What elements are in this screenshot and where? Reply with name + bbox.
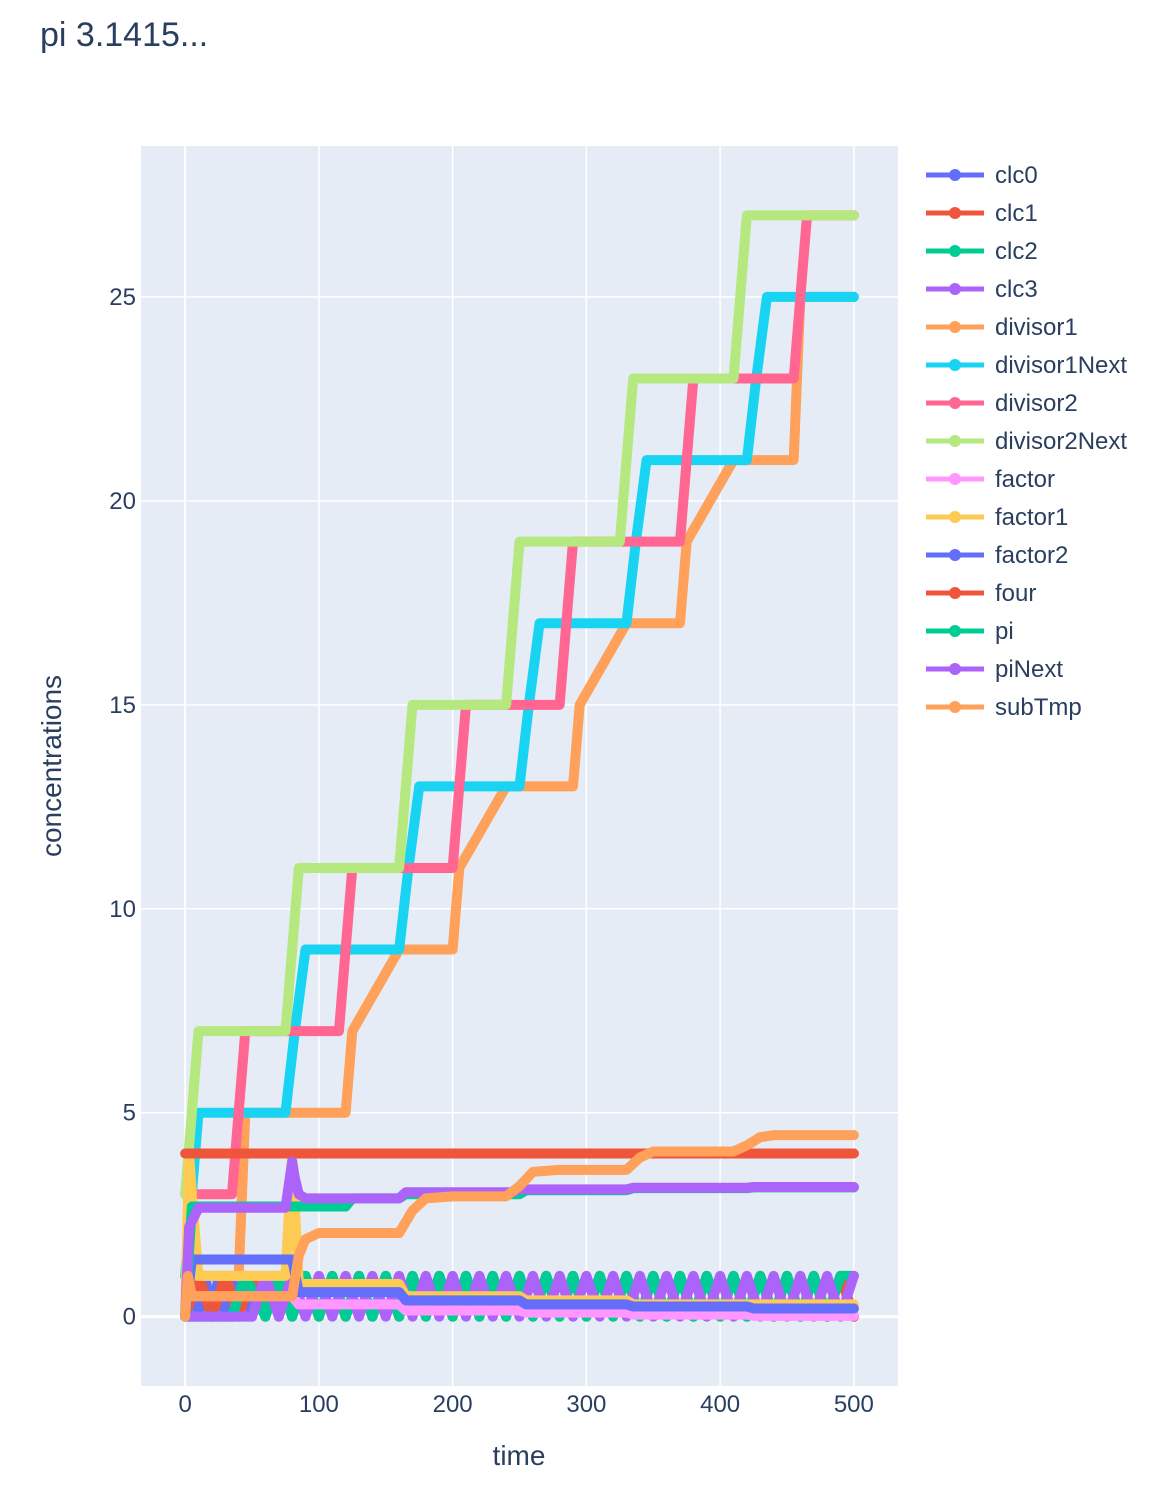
legend-label: divisor2 — [995, 390, 1078, 417]
legend-item-clc3[interactable]: clc3 — [926, 276, 1038, 303]
x-tick-label: 0 — [178, 1391, 191, 1418]
series-point-four — [848, 1148, 859, 1159]
series-line-factor2 — [180, 1254, 859, 1322]
y-tick-label: 20 — [109, 488, 136, 515]
legend-swatch-marker — [949, 663, 961, 675]
legend-swatch-marker — [949, 625, 961, 637]
legend-swatch-marker — [949, 245, 961, 257]
legend-swatch-marker — [949, 169, 961, 181]
legend-label: divisor1Next — [995, 352, 1127, 379]
legend-label: factor — [995, 466, 1055, 493]
legend-item-factor[interactable]: factor — [926, 466, 1055, 493]
legend-label: factor2 — [995, 542, 1068, 569]
tick-layer: 0 100 200 300 400 500 0 5 10 15 20 25 — [109, 284, 874, 1418]
legend-item-four[interactable]: four — [926, 580, 1036, 607]
series-point-factor2 — [848, 1303, 859, 1314]
legend-item-clc0[interactable]: clc0 — [926, 162, 1038, 189]
legend-item-divisor1[interactable]: divisor1 — [926, 314, 1078, 341]
y-tick-label: 10 — [109, 896, 136, 923]
legend-swatch-marker — [949, 701, 961, 713]
series-point-divisor2Next — [848, 210, 859, 221]
legend-swatch-marker — [949, 321, 961, 333]
series-line-divisor2Next — [180, 210, 859, 1200]
series-point-clc3 — [848, 1270, 859, 1281]
legend-swatch-marker — [949, 587, 961, 599]
legend-swatch-marker — [949, 207, 961, 219]
legend-item-divisor1Next[interactable]: divisor1Next — [926, 352, 1127, 379]
chart-title: pi 3.1415... — [40, 16, 208, 54]
legend-label: clc1 — [995, 200, 1038, 227]
series-point-divisor1Next — [848, 291, 859, 302]
legend-item-clc1[interactable]: clc1 — [926, 200, 1038, 227]
legend-label: clc2 — [995, 238, 1038, 265]
y-tick-label: 15 — [109, 692, 136, 719]
legend-item-factor2[interactable]: factor2 — [926, 542, 1068, 569]
legend-label: pi — [995, 618, 1014, 645]
legend-item-pi[interactable]: pi — [926, 618, 1014, 645]
legend-swatch-marker — [949, 473, 961, 485]
legend-label: divisor1 — [995, 314, 1078, 341]
series-line-divisor1Next — [180, 291, 859, 1281]
legend-swatch-marker — [949, 549, 961, 561]
legend-item-clc2[interactable]: clc2 — [926, 238, 1038, 265]
y-tick-label: 0 — [123, 1304, 136, 1331]
legend[interactable]: clc0 clc1 clc2 clc3 divisor1 divisor1Next divi… — [926, 162, 1127, 721]
x-tick-label: 300 — [566, 1391, 606, 1418]
legend-swatch-marker — [949, 283, 961, 295]
x-axis-title: time — [493, 1440, 546, 1471]
legend-item-factor1[interactable]: factor1 — [926, 504, 1068, 531]
y-tick-label: 5 — [123, 1100, 136, 1127]
legend-label: subTmp — [995, 694, 1082, 721]
legend-label: divisor2Next — [995, 428, 1127, 455]
legend-swatch-marker — [949, 359, 961, 371]
legend-item-divisor2[interactable]: divisor2 — [926, 390, 1078, 417]
series-point-subTmp — [848, 1130, 859, 1141]
legend-swatch-marker — [949, 435, 961, 447]
legend-label: clc3 — [995, 276, 1038, 303]
legend-item-divisor2Next[interactable]: divisor2Next — [926, 428, 1127, 455]
legend-item-subTmp[interactable]: subTmp — [926, 694, 1082, 721]
y-axis-title: concentrations — [36, 675, 67, 857]
series-layer — [180, 210, 859, 1322]
legend-label: four — [995, 580, 1036, 607]
legend-item-piNext[interactable]: piNext — [926, 656, 1063, 683]
legend-swatch-marker — [949, 397, 961, 409]
x-tick-label: 100 — [299, 1391, 339, 1418]
series-line-subTmp — [180, 1130, 859, 1322]
series-point-piNext — [848, 1181, 859, 1192]
series-line-piNext — [180, 1156, 859, 1322]
legend-swatch-marker — [949, 511, 961, 523]
x-tick-label: 200 — [433, 1391, 473, 1418]
x-tick-label: 400 — [700, 1391, 740, 1418]
legend-label: factor1 — [995, 504, 1068, 531]
legend-label: piNext — [995, 656, 1063, 683]
y-tick-label: 25 — [109, 284, 136, 311]
x-tick-label: 500 — [834, 1391, 874, 1418]
legend-label: clc0 — [995, 162, 1038, 189]
